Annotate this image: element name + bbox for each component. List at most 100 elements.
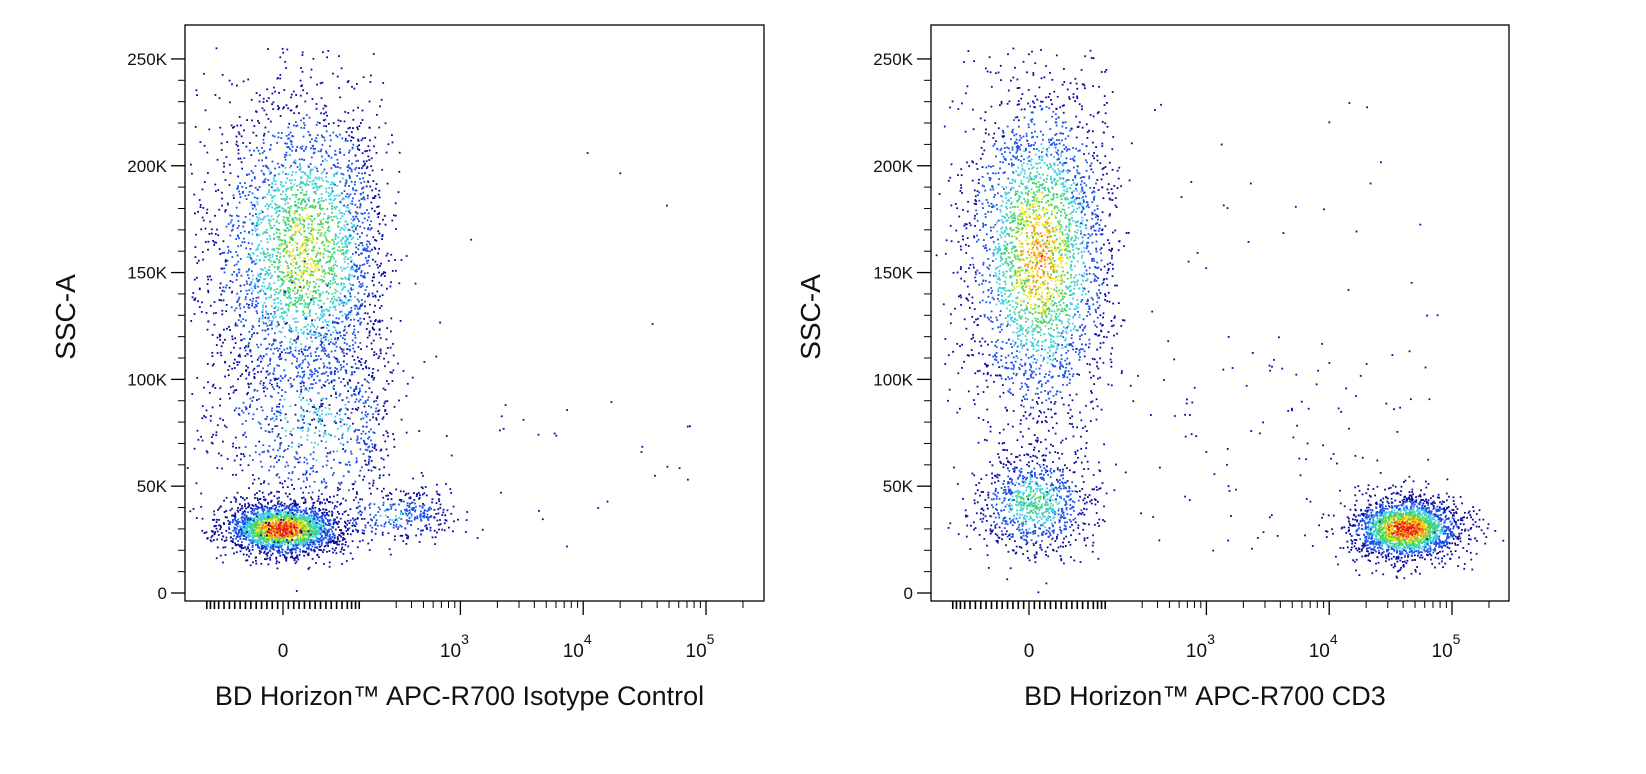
- event-dot: [346, 381, 349, 384]
- event-dot: [263, 514, 266, 516]
- event-dot: [341, 539, 344, 542]
- event-dot: [318, 434, 321, 437]
- event-dot: [236, 525, 239, 528]
- event-dot: [351, 200, 354, 203]
- event-dot: [231, 521, 234, 523]
- event-dot: [244, 311, 247, 313]
- event-dot: [274, 298, 277, 301]
- event-dot: [332, 267, 335, 270]
- event-dot: [278, 545, 281, 548]
- event-dot: [328, 198, 331, 200]
- event-dot: [333, 507, 336, 510]
- event-dot: [278, 214, 280, 216]
- event-dot: [304, 172, 306, 174]
- event-dot: [323, 125, 325, 127]
- event-dot: [304, 200, 306, 203]
- event-dot: [288, 535, 291, 537]
- event-dot: [251, 207, 254, 210]
- event-dot: [237, 534, 239, 537]
- event-dot: [371, 248, 373, 251]
- event-dot: [293, 520, 295, 523]
- event-dot: [211, 530, 214, 532]
- event-dot: [255, 300, 258, 303]
- event-dot: [302, 279, 304, 282]
- event-dot: [331, 273, 333, 276]
- event-dot: [278, 209, 280, 212]
- event-dot: [323, 168, 326, 171]
- event-dot: [327, 353, 330, 356]
- event-dot: [313, 514, 316, 517]
- event-dot: [274, 190, 277, 192]
- event-dot: [273, 179, 275, 182]
- event-dot: [196, 94, 198, 96]
- event-dot: [302, 509, 305, 512]
- event-dot: [279, 527, 282, 530]
- event-dot: [341, 269, 343, 272]
- event-dot: [307, 296, 310, 299]
- event-dot: [318, 541, 321, 543]
- event-dot: [339, 232, 342, 235]
- event-dot: [262, 290, 265, 292]
- event-dot: [235, 523, 237, 526]
- event-dot: [357, 406, 360, 409]
- event-dot: [385, 151, 388, 154]
- event-dot: [343, 253, 345, 256]
- event-dot: [340, 201, 342, 204]
- event-dot: [316, 541, 319, 543]
- event-dot: [257, 280, 259, 283]
- event-dot: [377, 193, 380, 196]
- event-dot: [256, 279, 258, 282]
- event-dot: [253, 521, 256, 524]
- event-dot: [313, 501, 316, 504]
- event-dot: [265, 297, 268, 299]
- event-dot: [301, 381, 304, 384]
- event-dot: [271, 539, 274, 541]
- event-dot: [342, 378, 345, 380]
- event-dot: [301, 418, 304, 421]
- event-dot: [230, 219, 233, 222]
- event-dot: [310, 541, 313, 544]
- event-dot: [289, 541, 292, 543]
- event-dot: [270, 312, 272, 315]
- event-dot: [286, 486, 289, 488]
- event-dot: [230, 124, 233, 127]
- event-dot: [306, 517, 309, 520]
- event-dot: [223, 328, 225, 331]
- event-dot: [285, 224, 287, 226]
- event-dot: [344, 520, 346, 523]
- event-dot: [273, 260, 276, 263]
- event-dot: [206, 212, 208, 214]
- event-dot: [265, 157, 268, 159]
- event-dot: [294, 193, 297, 196]
- event-dot: [293, 378, 295, 381]
- event-dot: [264, 305, 267, 308]
- event-dot: [347, 112, 350, 114]
- event-dot: [284, 193, 287, 196]
- event-dot: [327, 542, 330, 545]
- event-dot: [329, 537, 331, 540]
- event-dot: [236, 84, 238, 87]
- event-dot: [259, 218, 262, 221]
- event-dot: [310, 226, 313, 229]
- event-dot: [218, 519, 220, 521]
- event-dot: [256, 532, 259, 535]
- event-dot: [283, 505, 285, 507]
- event-dot: [317, 529, 320, 532]
- event-dot: [368, 255, 370, 257]
- event-dot: [342, 287, 344, 290]
- event-dot: [317, 525, 319, 528]
- event-dot: [294, 413, 297, 416]
- event-dot: [340, 535, 343, 538]
- event-dot: [220, 526, 222, 529]
- event-dot: [361, 213, 364, 215]
- event-dot: [235, 307, 238, 310]
- event-dot: [231, 540, 234, 543]
- event-dot: [299, 382, 302, 385]
- event-dot: [239, 182, 242, 185]
- event-dot: [298, 526, 301, 528]
- event-dot: [323, 233, 326, 236]
- event-dot: [266, 100, 268, 102]
- event-dot: [323, 545, 326, 548]
- event-dot: [290, 301, 293, 304]
- event-dot: [339, 120, 342, 122]
